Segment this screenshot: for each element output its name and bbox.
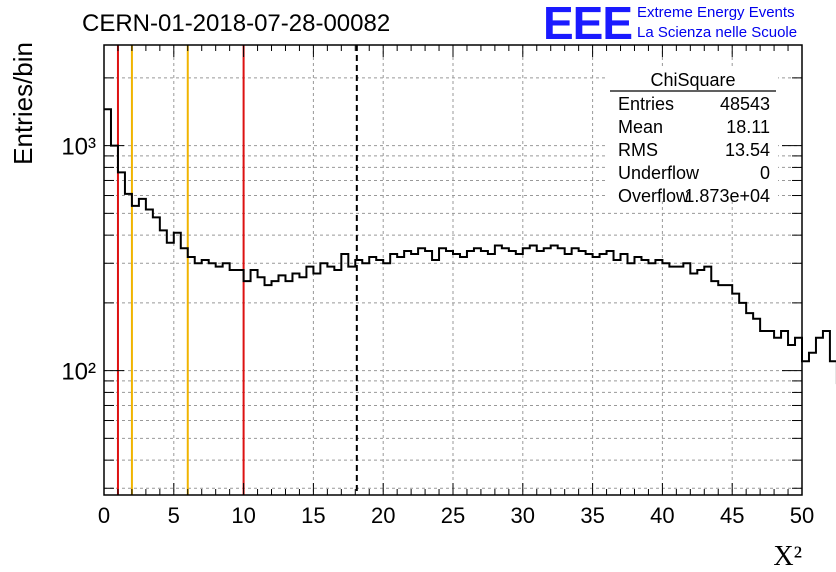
run-title: CERN-01-2018-07-28-00082 — [82, 10, 391, 37]
stats-value: 13.54 — [725, 140, 770, 160]
x-tick-label: 15 — [301, 503, 325, 528]
y-tick-label: 10² — [61, 359, 96, 386]
logo-tagline-1: Extreme Energy Events — [637, 4, 795, 21]
x-tick-label: 35 — [580, 503, 604, 528]
x-tick-label: 25 — [441, 503, 465, 528]
stats-label: Underflow — [618, 163, 700, 183]
y-tick-label: 10³ — [61, 134, 96, 161]
x-tick-label: 10 — [231, 503, 255, 528]
x-tick-label: 50 — [790, 503, 814, 528]
x-tick-label: 5 — [168, 503, 180, 528]
stats-label: Entries — [618, 94, 674, 114]
y-axis-label: Entries/bin — [8, 42, 38, 165]
histogram-series — [104, 108, 836, 385]
stats-value: 0 — [760, 163, 770, 183]
x-tick-label: 30 — [511, 503, 535, 528]
x-tick-label: 45 — [720, 503, 744, 528]
stats-box — [608, 68, 778, 200]
logo-tagline-2: La Scienza nelle Scuole — [637, 24, 798, 41]
eee-logo: EEE — [543, 0, 633, 49]
x-tick-label: 40 — [650, 503, 674, 528]
x-tick-label: 0 — [98, 503, 110, 528]
stats-value: 18.11 — [726, 117, 770, 137]
stats-label: RMS — [618, 140, 658, 160]
stats-label: Mean — [618, 117, 663, 137]
stats-label: Overflow — [618, 186, 690, 206]
stats-value: 48543 — [720, 94, 770, 114]
x-tick-label: 20 — [371, 503, 395, 528]
stats-title: ChiSquare — [650, 70, 735, 90]
x-axis-label: X² — [773, 541, 802, 572]
stats-value: 1.873e+04 — [684, 186, 770, 206]
